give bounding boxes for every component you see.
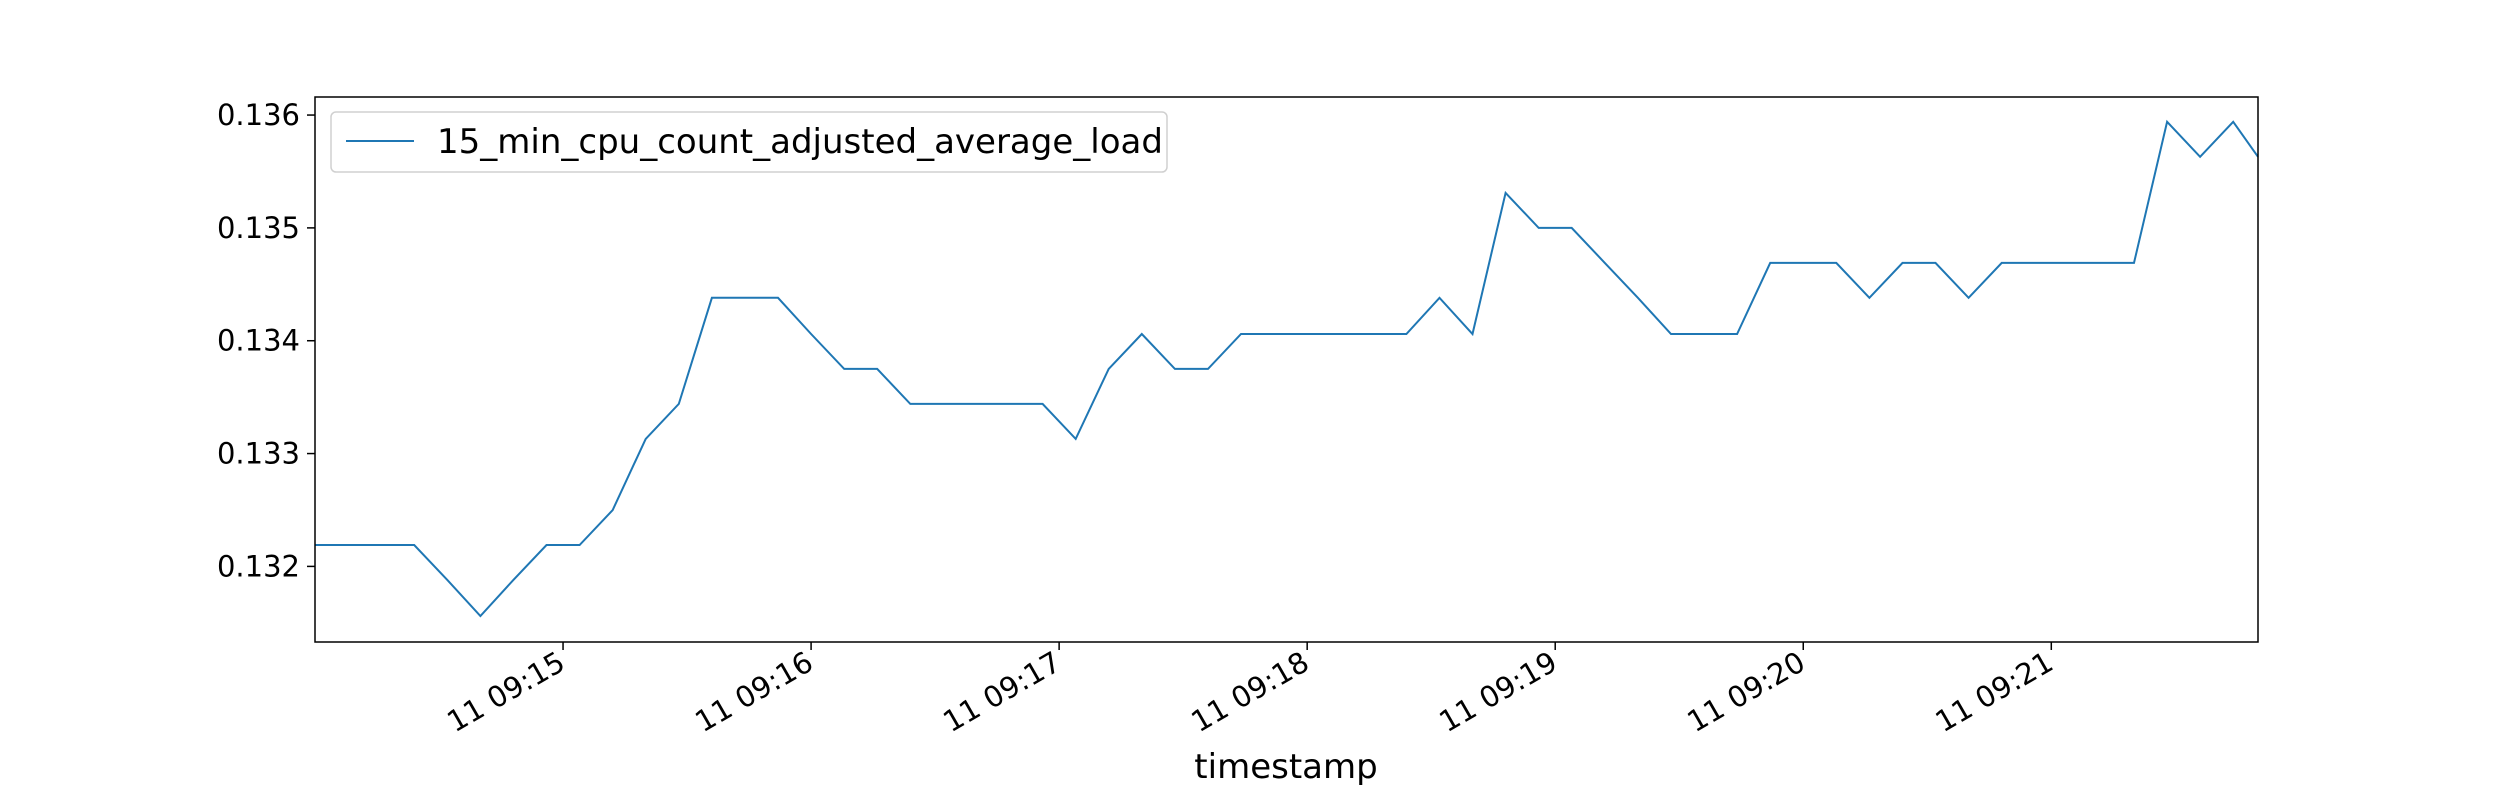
y-axis-ticks: 0.132 0.133 0.134 0.135 0.136 (217, 98, 315, 583)
legend-label: 15_min_cpu_count_adjusted_average_load (437, 122, 1163, 162)
x-tick-label: 11 09:15 (441, 645, 570, 739)
y-tick-label: 0.136 (217, 98, 300, 132)
legend-box (330, 111, 1168, 173)
legend: 15_min_cpu_count_adjusted_average_load (330, 111, 1168, 173)
series-line-15-min-cpu-load (315, 119, 2259, 618)
y-tick-label: 0.132 (217, 549, 300, 583)
x-tick-label: 11 09:20 (1681, 645, 1810, 739)
x-tick-label: 11 09:18 (1185, 645, 1314, 739)
x-tick-label: 11 09:21 (1929, 645, 2058, 739)
x-axis-ticks: 11 09:15 11 09:16 11 09:17 11 09:18 11 09:19… (441, 642, 2059, 739)
x-axis-title: timestamp (1194, 747, 1377, 787)
x-tick-label: 11 09:16 (689, 645, 818, 739)
y-tick-label: 0.133 (217, 437, 300, 471)
plot-frame (314, 96, 2259, 643)
x-tick-label: 11 09:19 (1433, 645, 1562, 739)
y-tick-label: 0.134 (217, 324, 300, 358)
x-tick-label: 11 09:17 (937, 645, 1066, 739)
y-tick-label: 0.135 (217, 211, 300, 245)
